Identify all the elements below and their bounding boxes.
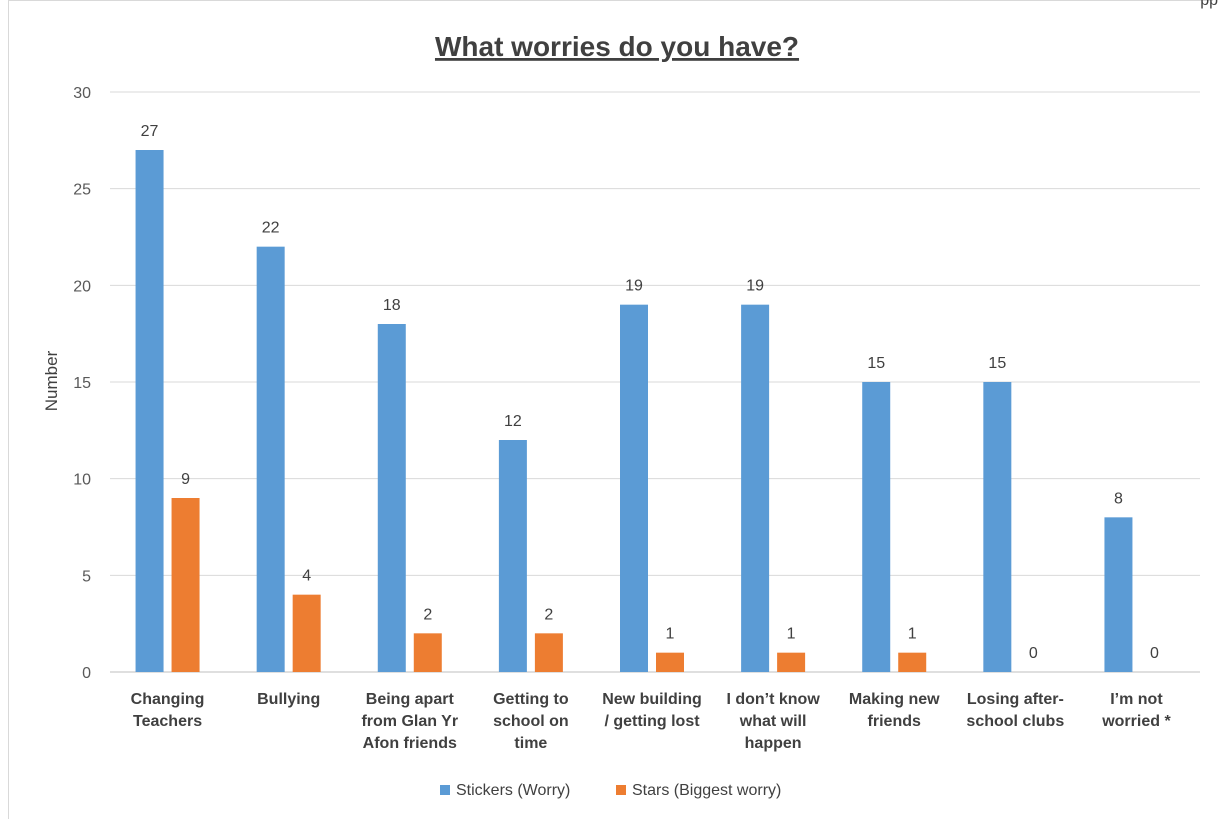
data-label: 1	[787, 626, 796, 643]
category-labels: Changing Teachers Bullying Being apart from …	[131, 691, 1172, 752]
legend-swatch	[616, 785, 626, 795]
bar-stars	[534, 633, 563, 672]
y-tick-label: 25	[73, 182, 91, 199]
y-axis-label: Number	[42, 350, 61, 411]
data-label: 15	[867, 355, 885, 372]
data-label: 18	[383, 297, 401, 314]
bar-stickers	[862, 382, 891, 672]
chart-title: What worries do you have?	[435, 31, 799, 62]
legend-label: Stickers (Worry)	[456, 782, 570, 799]
bar-stickers	[135, 150, 164, 672]
data-label: 9	[181, 471, 190, 488]
legend-swatch	[440, 785, 450, 795]
bar-stars	[656, 652, 684, 672]
bars	[135, 150, 1133, 672]
data-label: 1	[908, 626, 917, 643]
bar-stars	[171, 498, 200, 672]
data-label: 0	[1029, 645, 1038, 662]
bar-stars	[292, 594, 321, 672]
gridlines	[110, 91, 1200, 673]
data-label: 19	[746, 278, 764, 295]
data-label: 0	[1150, 645, 1159, 662]
bar-stars	[413, 633, 442, 672]
bar-stickers	[256, 246, 285, 672]
category-label: Changing Teachers	[131, 691, 205, 730]
data-label: 8	[1114, 490, 1123, 507]
legend-label: Stars (Biggest worry)	[632, 782, 781, 799]
y-tick-label: 10	[73, 472, 91, 489]
category-label: I’m not worried *	[1101, 691, 1171, 730]
y-tick-label: 0	[82, 665, 91, 682]
bar-stickers	[498, 440, 527, 672]
y-tick-label: 5	[82, 568, 91, 585]
category-label: Losing after-school clubs	[966, 691, 1064, 730]
y-tick-label: 30	[73, 85, 91, 102]
bar-stickers	[1104, 517, 1133, 672]
category-label: Getting to school on time	[493, 691, 569, 752]
data-labels: 27 9 22 4 18 2 12 2 19 1 19 1 15 1 15 0 8 0	[141, 123, 1159, 662]
data-label: 2	[423, 606, 432, 623]
data-label: 15	[988, 355, 1006, 372]
corner-text: pp	[1200, 0, 1218, 9]
data-label: 12	[504, 413, 522, 430]
data-label: 1	[666, 626, 675, 643]
data-label: 19	[625, 278, 643, 295]
bar-stickers	[983, 382, 1012, 672]
data-label: 27	[141, 123, 159, 140]
y-tick-label: 20	[73, 278, 91, 295]
bar-stars	[777, 652, 806, 672]
bar-stickers	[741, 304, 770, 672]
bar-stars	[898, 652, 927, 672]
category-label: Bullying	[257, 691, 320, 708]
y-tick-label: 15	[73, 375, 91, 392]
category-label: Being apart from Glan Yr Afon friends	[361, 691, 458, 752]
bar-stickers	[377, 324, 406, 672]
legend: Stickers (Worry) Stars (Biggest worry)	[440, 782, 781, 799]
data-label: 4	[302, 568, 311, 585]
data-label: 2	[544, 606, 553, 623]
data-label: 22	[262, 220, 280, 237]
category-label: I don’t know what will happen	[726, 691, 820, 752]
category-label: Making new friends	[849, 691, 940, 730]
category-label: New building / getting lost	[602, 691, 702, 730]
chart-frame	[8, 0, 1213, 819]
y-axis-ticks: 0 5 10 15 20 25 30	[73, 85, 91, 682]
bar-stickers	[620, 304, 648, 672]
